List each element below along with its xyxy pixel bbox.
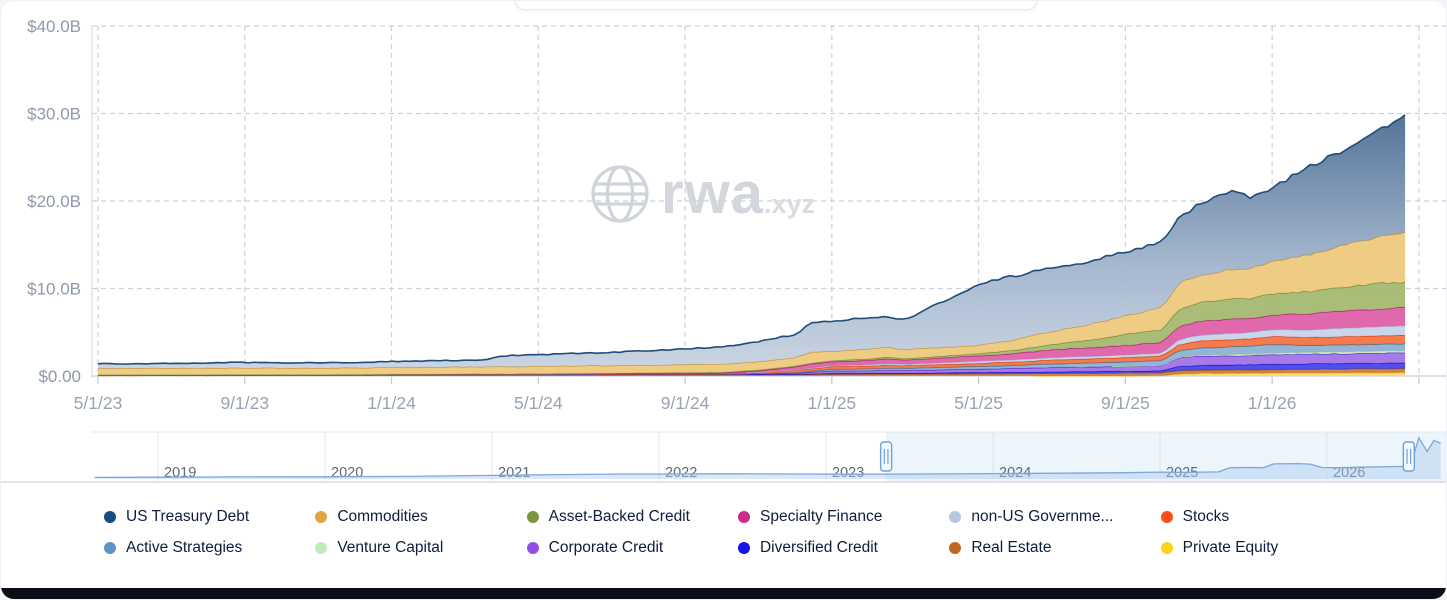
legend-item-specialty-finance[interactable]: Specialty Finance <box>737 505 949 529</box>
legend-label: Real Estate <box>971 539 1052 556</box>
x-axis-label: 1/1/24 <box>367 393 416 413</box>
x-axis-label: 9/1/24 <box>661 393 710 413</box>
legend-dot <box>315 542 328 554</box>
legend-dot <box>315 511 328 523</box>
legend-dot <box>526 511 539 523</box>
navigator-year-label: 2021 <box>498 465 530 481</box>
legend-dot <box>104 511 116 523</box>
legend-dot <box>949 542 962 554</box>
edge-us-treasury-debt <box>97 114 1406 365</box>
legend-item-us-treasury-debt[interactable]: US Treasury Debt <box>104 505 315 529</box>
area-corporate-credit[interactable] <box>98 352 1406 376</box>
x-axis-label: 5/1/24 <box>514 393 563 413</box>
legend-item-non-us-governme-[interactable]: non-US Governme... <box>949 505 1160 529</box>
area-us-treasury-debt[interactable] <box>98 114 1406 369</box>
legend-label: Private Equity <box>1182 539 1279 556</box>
area-commodities[interactable] <box>98 232 1406 375</box>
legend-item-real-estate[interactable]: Real Estate <box>949 536 1160 560</box>
x-axis-label: 5/1/25 <box>954 393 1003 413</box>
y-axis-label: $10.0B <box>27 280 81 299</box>
legend-dot <box>104 542 116 554</box>
area-private-equity[interactable] <box>98 372 1406 376</box>
area-stocks[interactable] <box>98 335 1406 376</box>
legend-label: Stocks <box>1182 508 1230 525</box>
y-axis-label: $20.0B <box>27 192 81 211</box>
legend-label: Corporate Credit <box>548 539 664 556</box>
legend-dot <box>1160 511 1173 523</box>
legend-item-corporate-credit[interactable]: Corporate Credit <box>526 536 738 560</box>
legend-item-commodities[interactable]: Commodities <box>315 505 526 529</box>
chart-legend: US Treasury Debt Commodities Asset-Backed … <box>104 505 1372 560</box>
legend-label: non-US Governme... <box>971 508 1114 525</box>
legend-label: Asset-Backed Credit <box>548 508 690 525</box>
stacked-area-chart[interactable]: $0.00 $10.0B $20.0B $30.0B $40.0B 5/1/23 9/1/2… <box>1 1 1447 431</box>
legend-label: Commodities <box>337 508 428 525</box>
bottom-dark-bar <box>1 588 1446 599</box>
area-non-us-government-debt[interactable] <box>98 325 1406 376</box>
legend-item-stocks[interactable]: Stocks <box>1160 505 1372 529</box>
legend-dot <box>526 542 539 554</box>
navigator-year-label: 2022 <box>665 465 697 481</box>
legend-dot <box>1160 542 1173 554</box>
x-axis-label: 9/1/25 <box>1101 393 1150 413</box>
area-active-strategies[interactable] <box>98 343 1406 376</box>
y-axis-label: $0.00 <box>38 367 81 386</box>
navigator-right-handle[interactable] <box>1402 441 1416 472</box>
legend-dot <box>949 511 962 523</box>
legend-item-private-equity[interactable]: Private Equity <box>1160 536 1372 560</box>
y-axis-label: $40.0B <box>27 17 81 36</box>
legend-item-venture-capital[interactable]: Venture Capital <box>315 536 526 560</box>
x-axis-label: 9/1/23 <box>220 393 269 413</box>
navigator-year-label: 2026 <box>1333 465 1365 481</box>
x-axis-label: 1/1/26 <box>1248 393 1297 413</box>
x-axis-label: 5/1/23 <box>74 393 123 413</box>
legend-item-active-strategies[interactable]: Active Strategies <box>104 536 315 560</box>
area-real-estate[interactable] <box>98 368 1406 376</box>
legend-dot <box>737 542 750 554</box>
navigator-mini-line <box>94 436 1441 479</box>
legend-label: Venture Capital <box>337 539 444 556</box>
legend-dot <box>737 511 750 523</box>
legend-label: US Treasury Debt <box>126 508 250 525</box>
timeline-navigator[interactable]: 2019 2020 2021 2022 2023 2024 2025 2026 <box>1 431 1447 485</box>
x-axis-label: 1/1/25 <box>808 393 857 413</box>
y-axis-label: $30.0B <box>27 105 81 124</box>
navigator-mini-area <box>94 437 1441 479</box>
legend-label: Active Strategies <box>126 539 243 556</box>
legend-item-asset-backed-credit[interactable]: Asset-Backed Credit <box>526 505 738 529</box>
area-diversified-credit[interactable] <box>98 362 1406 376</box>
navigator-left-handle[interactable] <box>879 441 893 472</box>
navigator-year-label: 2023 <box>832 465 864 481</box>
legend-item-diversified-credit[interactable]: Diversified Credit <box>737 536 949 560</box>
legend-label: Specialty Finance <box>759 508 883 525</box>
legend-label: Diversified Credit <box>759 539 878 556</box>
